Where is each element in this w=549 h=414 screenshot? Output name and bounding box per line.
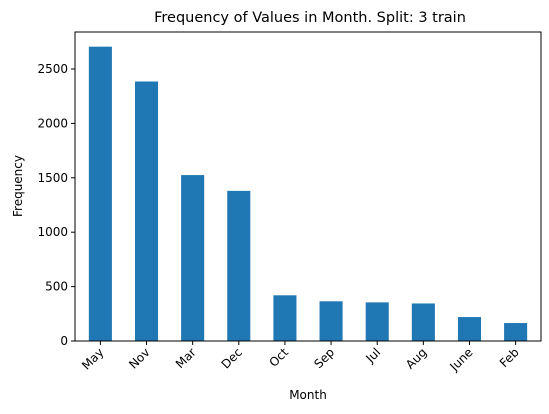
y-tick-label: 1500	[37, 171, 68, 185]
y-axis: 0 500 1000 1500 2000 2500	[37, 62, 75, 348]
bars-group	[88, 46, 528, 341]
plot-frame	[74, 31, 542, 342]
bar-mar	[181, 175, 205, 341]
x-axis: May Nov Mar Dec Oct Sep Jul Aug June Feb	[79, 341, 522, 374]
y-tick-label: 2000	[37, 116, 68, 130]
y-axis-label: Frequency	[11, 155, 25, 217]
bar-nov	[134, 81, 159, 341]
x-tick-label: June	[447, 345, 476, 374]
x-tick-label: Jul	[362, 345, 383, 366]
x-tick-label: Oct	[266, 345, 291, 370]
bar-may	[88, 46, 112, 341]
y-tick-label: 1000	[37, 225, 68, 239]
x-tick-label: Feb	[497, 345, 522, 370]
bar-jul	[365, 302, 389, 341]
y-tick-label: 500	[45, 280, 68, 294]
bar-sep	[319, 301, 343, 341]
bar-aug	[411, 303, 435, 341]
y-tick-label: 2500	[37, 62, 68, 76]
chart-title: Frequency of Values in Month. Split: 3 t…	[154, 10, 466, 26]
x-axis-label: Month	[289, 388, 327, 402]
x-tick-label: Dec	[219, 345, 245, 371]
bar-feb	[504, 323, 528, 341]
x-tick-label: Mar	[173, 345, 199, 371]
y-tick-label: 0	[60, 334, 68, 348]
x-tick-label: Nov	[126, 345, 152, 371]
bar-june	[457, 317, 482, 341]
bar-dec	[227, 190, 251, 341]
x-tick-label: Aug	[403, 345, 429, 371]
x-tick-label: Sep	[311, 345, 337, 371]
x-tick-label: May	[79, 345, 106, 372]
bar-oct	[273, 295, 297, 341]
